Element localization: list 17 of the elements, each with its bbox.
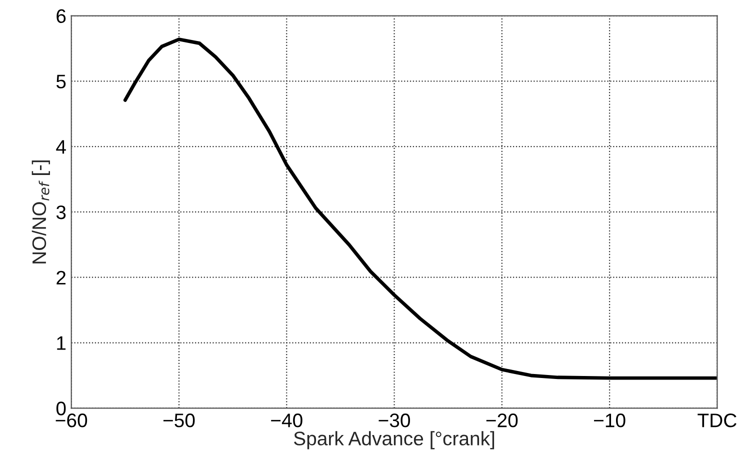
y-tick-label: 1 xyxy=(57,336,66,350)
y-tick-label: 2 xyxy=(56,270,66,284)
x-tick-label: TDC xyxy=(698,414,736,428)
x-tick-label: −10 xyxy=(594,414,626,428)
x-tick-label: −40 xyxy=(271,414,302,428)
x-tick-label: −20 xyxy=(486,414,518,428)
x-tick-label: −60 xyxy=(56,414,88,428)
y-tick-label: 6 xyxy=(56,9,66,24)
y-tick-label: 4 xyxy=(56,140,66,154)
line-series xyxy=(123,38,718,380)
y-tick-label: 3 xyxy=(56,205,66,220)
x-tick-label: −50 xyxy=(163,414,195,428)
y-tick-label: 5 xyxy=(56,74,66,88)
x-axis-title: Spark Advance [°crank] xyxy=(294,431,494,450)
x-tick-label: −30 xyxy=(378,414,410,428)
y-axis-title: NO/NO$_{ref}$ [-] xyxy=(32,160,50,264)
y-tick-label: 0 xyxy=(56,402,66,416)
